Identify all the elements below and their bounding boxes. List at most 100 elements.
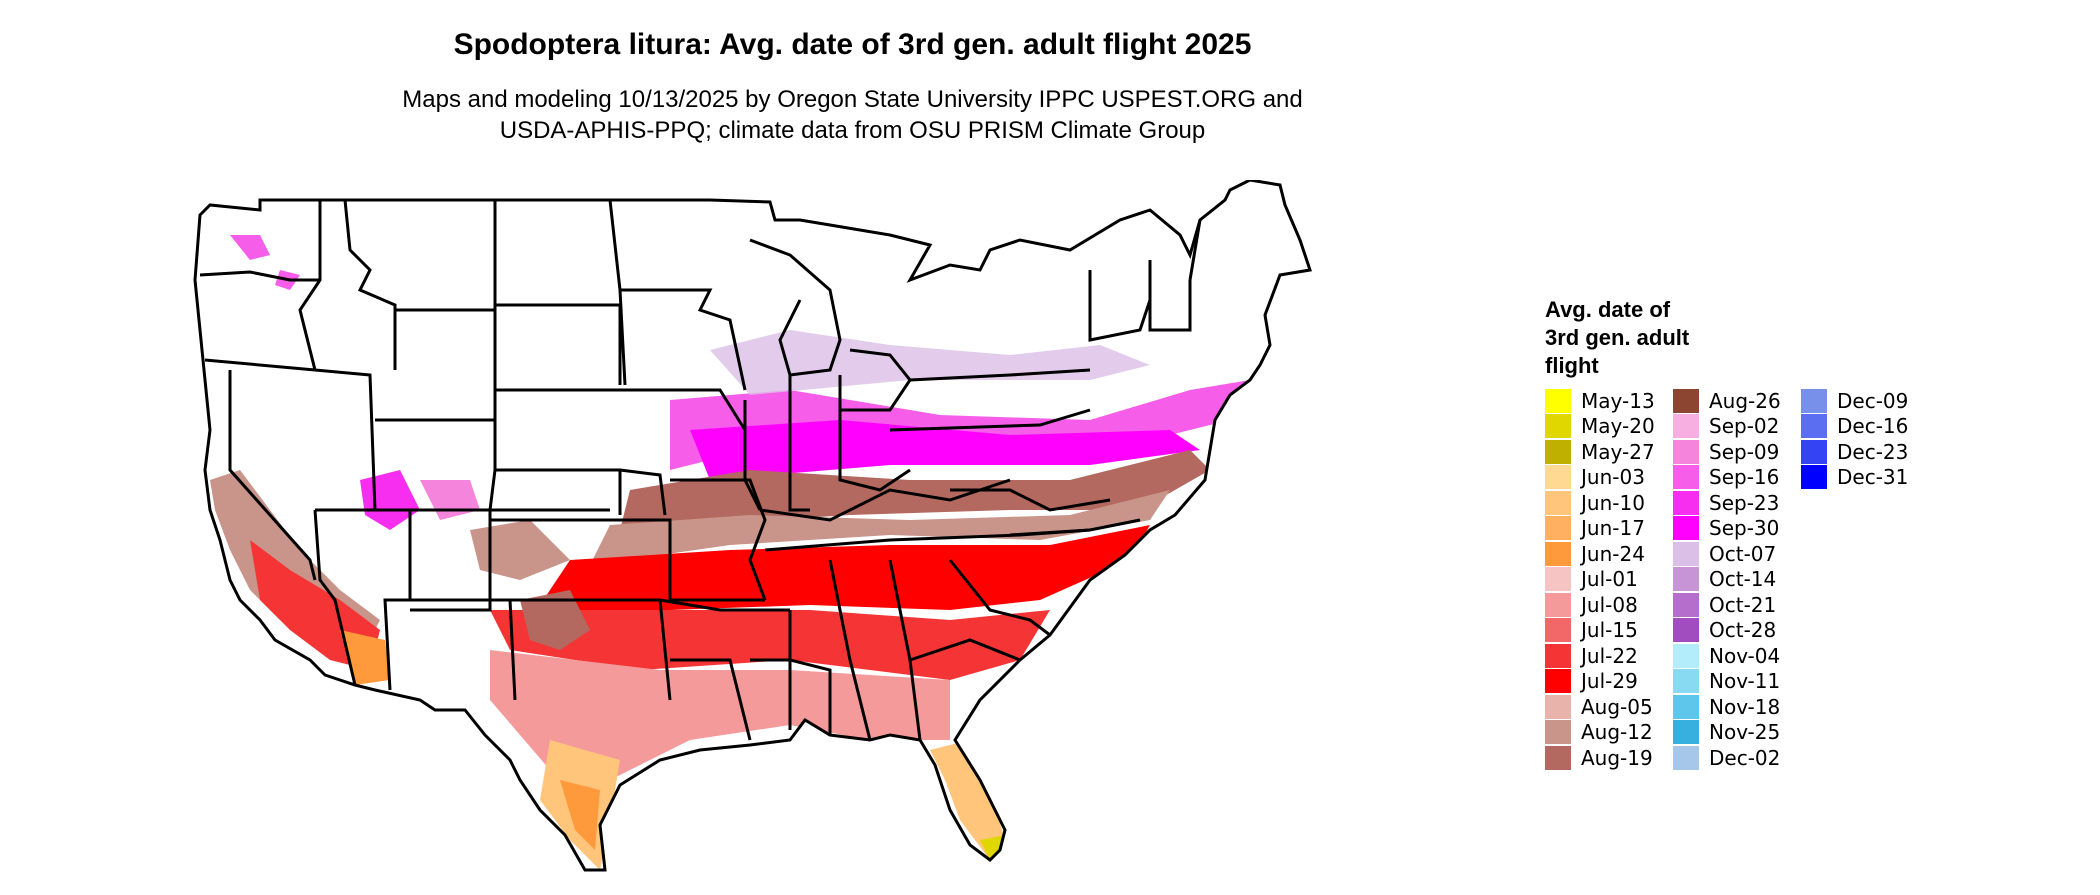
legend-swatch	[1673, 720, 1699, 745]
legend-title-line-1: Avg. date of	[1545, 297, 1671, 322]
legend-item: Sep-02	[1673, 414, 1801, 440]
legend-label: Jun-10	[1581, 490, 1645, 515]
legend-title-line-3: flight	[1545, 353, 1599, 378]
legend-label: Nov-18	[1709, 694, 1781, 719]
legend-swatch	[1801, 439, 1827, 464]
legend-item: Oct-14	[1673, 567, 1801, 593]
legend-item: Dec-31	[1801, 465, 1929, 491]
legend-swatch	[1801, 465, 1827, 490]
legend-label: Sep-16	[1709, 465, 1780, 490]
legend-swatch	[1673, 414, 1699, 439]
legend-swatch	[1545, 465, 1571, 490]
legend-label: Jul-08	[1581, 592, 1638, 617]
map-title: Spodoptera litura: Avg. date of 3rd gen.…	[453, 28, 1252, 61]
legend-swatch	[1545, 490, 1571, 515]
legend-swatch	[1673, 592, 1699, 617]
legend-item: Nov-04	[1673, 643, 1801, 669]
legend-label: Dec-16	[1837, 414, 1909, 439]
legend-label: Nov-25	[1709, 720, 1781, 745]
legend-item: Jun-03	[1545, 465, 1673, 491]
legend-label: May-20	[1581, 414, 1655, 439]
legend-label: Jun-24	[1581, 541, 1645, 566]
legend-label: May-27	[1581, 439, 1655, 464]
legend: Avg. date of 3rd gen. adult flight May-1…	[1545, 296, 2065, 776]
legend-item: Dec-02	[1673, 745, 1801, 771]
legend-item: Sep-30	[1673, 516, 1801, 542]
legend-label: Jun-03	[1581, 465, 1645, 490]
legend-swatch	[1673, 388, 1699, 413]
legend-columns: May-13 May-20 May-27 Jun-03 Jun-10 Jun-17 Jun-…	[1545, 388, 1929, 771]
legend-swatch	[1673, 745, 1699, 770]
legend-label: Dec-23	[1837, 439, 1909, 464]
legend-label: Dec-02	[1709, 745, 1781, 770]
legend-item: Aug-19	[1545, 745, 1673, 771]
legend-label: Jul-01	[1581, 567, 1638, 592]
legend-column: May-13 May-20 May-27 Jun-03 Jun-10 Jun-17 Jun-…	[1545, 388, 1673, 771]
legend-swatch	[1545, 592, 1571, 617]
legend-title: Avg. date of 3rd gen. adult flight	[1545, 296, 1775, 380]
legend-item: Sep-09	[1673, 439, 1801, 465]
map-subtitle: Maps and modeling 10/13/2025 by Oregon S…	[0, 84, 1705, 146]
legend-swatch	[1801, 414, 1827, 439]
legend-label: Sep-23	[1709, 490, 1780, 515]
legend-item: Jul-01	[1545, 567, 1673, 593]
legend-item: May-13	[1545, 388, 1673, 414]
legend-item: Aug-26	[1673, 388, 1801, 414]
legend-swatch	[1545, 694, 1571, 719]
legend-label: Aug-19	[1581, 745, 1653, 770]
us-flight-date-map	[193, 180, 1312, 872]
legend-swatch	[1545, 720, 1571, 745]
legend-swatch	[1545, 643, 1571, 668]
legend-swatch	[1673, 465, 1699, 490]
legend-item: Aug-12	[1545, 720, 1673, 746]
legend-item: Dec-16	[1801, 414, 1929, 440]
legend-item: Oct-07	[1673, 541, 1801, 567]
legend-label: Jul-22	[1581, 643, 1638, 668]
legend-label: Jul-29	[1581, 669, 1638, 694]
legend-column: Dec-09 Dec-16 Dec-23 Dec-31	[1801, 388, 1929, 771]
legend-swatch	[1673, 516, 1699, 541]
legend-item: Aug-05	[1545, 694, 1673, 720]
subtitle-line-2: USDA-APHIS-PPQ; climate data from OSU PR…	[499, 117, 1206, 144]
legend-swatch	[1801, 388, 1827, 413]
legend-label: Oct-28	[1709, 618, 1777, 643]
legend-label: Sep-30	[1709, 516, 1780, 541]
legend-item: Jun-24	[1545, 541, 1673, 567]
legend-item: Sep-16	[1673, 465, 1801, 491]
legend-label: Dec-09	[1837, 388, 1909, 413]
legend-label: Oct-07	[1709, 541, 1777, 566]
legend-column: Aug-26 Sep-02 Sep-09 Sep-16 Sep-23 Sep-30 Oct-…	[1673, 388, 1801, 771]
legend-swatch	[1545, 414, 1571, 439]
legend-title-line-2: 3rd gen. adult	[1545, 325, 1690, 350]
legend-swatch	[1545, 541, 1571, 566]
legend-label: Jul-15	[1581, 618, 1638, 643]
legend-label: Dec-31	[1837, 465, 1909, 490]
legend-label: Sep-02	[1709, 414, 1780, 439]
subtitle-line-1: Maps and modeling 10/13/2025 by Oregon S…	[402, 86, 1303, 113]
legend-swatch	[1673, 541, 1699, 566]
legend-label: Aug-26	[1709, 388, 1781, 413]
legend-item: Jul-08	[1545, 592, 1673, 618]
legend-swatch	[1545, 516, 1571, 541]
legend-label: Oct-14	[1709, 567, 1777, 592]
legend-item: May-27	[1545, 439, 1673, 465]
legend-swatch	[1545, 439, 1571, 464]
legend-item: Oct-28	[1673, 618, 1801, 644]
legend-swatch	[1673, 694, 1699, 719]
legend-swatch	[1673, 567, 1699, 592]
legend-item: Jun-10	[1545, 490, 1673, 516]
legend-swatch	[1673, 643, 1699, 668]
legend-item: Nov-25	[1673, 720, 1801, 746]
legend-swatch	[1673, 669, 1699, 694]
state-boundaries	[193, 180, 1312, 872]
legend-label: Oct-21	[1709, 592, 1777, 617]
legend-item: Dec-09	[1801, 388, 1929, 414]
legend-swatch	[1673, 490, 1699, 515]
legend-label: Aug-05	[1581, 694, 1653, 719]
legend-item: Jul-29	[1545, 669, 1673, 695]
legend-item: Sep-23	[1673, 490, 1801, 516]
legend-item: Dec-23	[1801, 439, 1929, 465]
legend-item: Jul-15	[1545, 618, 1673, 644]
flight-date-shading	[195, 180, 1310, 870]
legend-swatch	[1673, 618, 1699, 643]
